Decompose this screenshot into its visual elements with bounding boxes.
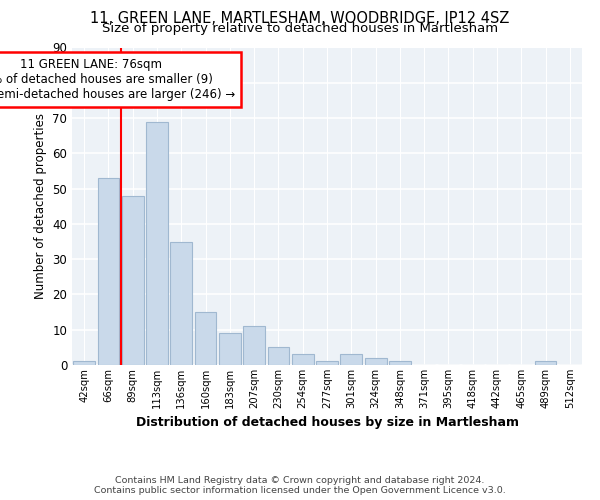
Bar: [122, 196, 143, 365]
Bar: [316, 362, 338, 365]
Bar: [146, 122, 168, 365]
Bar: [535, 362, 556, 365]
Bar: [243, 326, 265, 365]
Text: Contains HM Land Registry data © Crown copyright and database right 2024.
Contai: Contains HM Land Registry data © Crown c…: [94, 476, 506, 495]
Bar: [219, 333, 241, 365]
Bar: [268, 348, 289, 365]
Bar: [97, 178, 119, 365]
X-axis label: Distribution of detached houses by size in Martlesham: Distribution of detached houses by size …: [136, 416, 518, 430]
Text: 11, GREEN LANE, MARTLESHAM, WOODBRIDGE, IP12 4SZ: 11, GREEN LANE, MARTLESHAM, WOODBRIDGE, …: [91, 11, 509, 26]
Bar: [365, 358, 386, 365]
Bar: [340, 354, 362, 365]
Bar: [194, 312, 217, 365]
Y-axis label: Number of detached properties: Number of detached properties: [34, 114, 47, 299]
Bar: [170, 242, 192, 365]
Bar: [292, 354, 314, 365]
Text: 11 GREEN LANE: 76sqm
← 4% of detached houses are smaller (9)
96% of semi-detache: 11 GREEN LANE: 76sqm ← 4% of detached ho…: [0, 58, 236, 101]
Bar: [389, 362, 411, 365]
Bar: [73, 362, 95, 365]
Text: Size of property relative to detached houses in Martlesham: Size of property relative to detached ho…: [102, 22, 498, 35]
